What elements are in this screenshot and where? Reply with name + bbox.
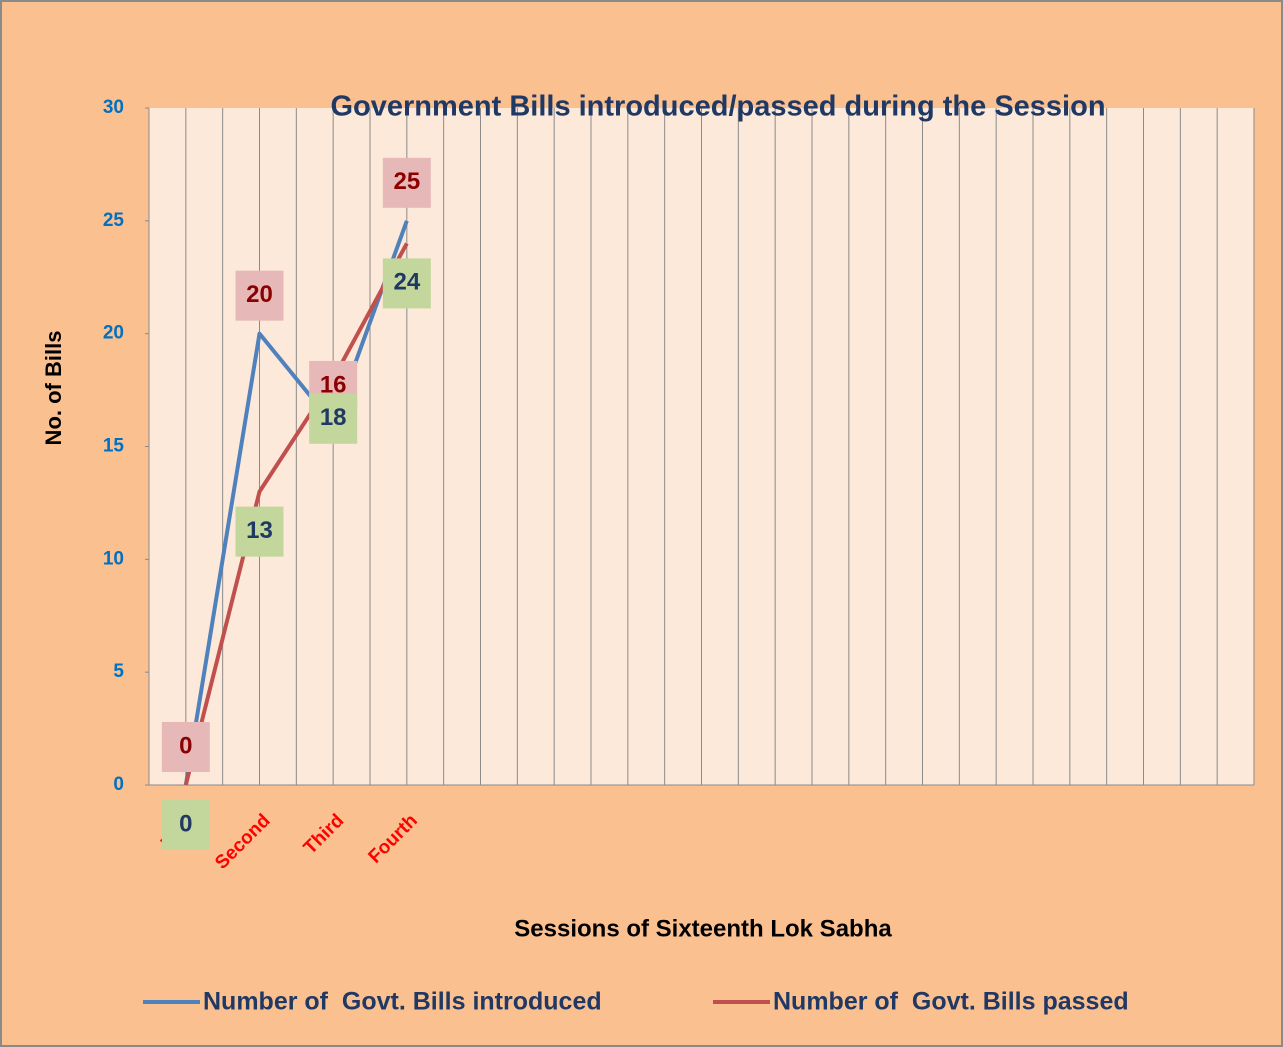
- data-label: 20: [246, 281, 273, 308]
- data-label-box: [235, 270, 284, 321]
- data-label-box: [235, 506, 284, 557]
- data-label-box: [161, 722, 210, 772]
- data-label-box: [382, 157, 431, 208]
- data-label: 18: [320, 404, 347, 431]
- x-axis-title: Sessions of Sixteenth Lok Sabha: [514, 915, 892, 942]
- y-tick-label: 15: [103, 436, 125, 457]
- y-tick-label: 25: [103, 210, 125, 231]
- y-tick-label: 30: [103, 97, 124, 118]
- data-label-box: [382, 258, 431, 309]
- data-label: 0: [179, 810, 192, 837]
- data-label: 16: [320, 371, 347, 398]
- data-label-box: [309, 393, 358, 444]
- y-axis-title: No. of Bills: [41, 331, 66, 446]
- y-tick-label: 5: [113, 661, 124, 682]
- series-line: [183, 242, 409, 786]
- series-line: [183, 220, 409, 786]
- data-label: 13: [246, 517, 273, 544]
- y-tick-label: 0: [113, 774, 124, 795]
- chart-title: Government Bills introduced/passed durin…: [330, 91, 1105, 123]
- y-tick-label: 10: [103, 548, 124, 569]
- y-tick-label: 20: [103, 323, 124, 344]
- legend-label: Number of Govt. Bills passed: [773, 988, 1129, 1016]
- data-label: 25: [393, 168, 420, 195]
- data-label: 24: [393, 269, 420, 296]
- data-label-box: [161, 800, 210, 850]
- data-label: 0: [179, 732, 192, 759]
- legend-label: Number of Govt. Bills introduced: [203, 988, 602, 1016]
